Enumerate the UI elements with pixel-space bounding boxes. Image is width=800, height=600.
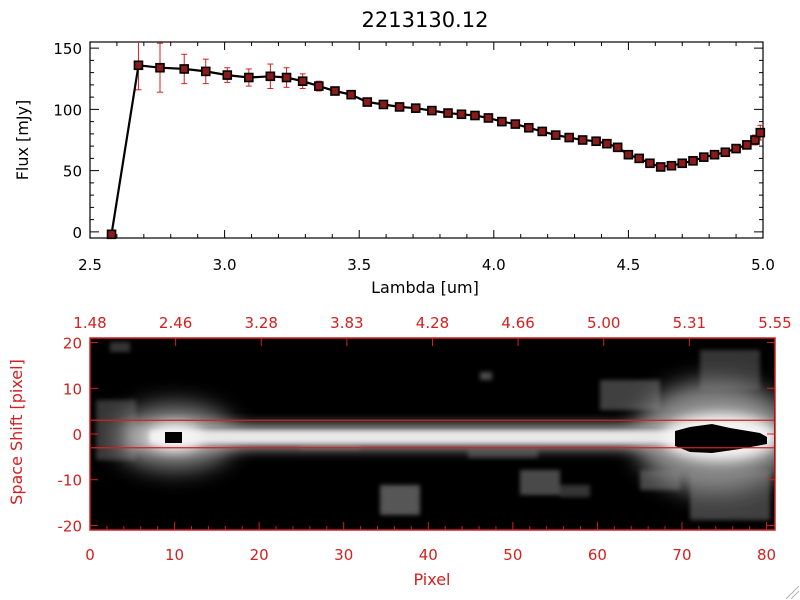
data-point — [655, 162, 666, 172]
data-point — [244, 72, 254, 83]
image-x-tick-label: 20 — [250, 546, 269, 564]
spectrum-plot: 2213130.12 2.5 3.0 3.5 4.0 4.5 5.0 0 50 100 150 L… — [13, 8, 775, 297]
spectrum-line — [110, 64, 762, 235]
right-saturated-block — [675, 424, 767, 453]
data-point — [523, 122, 534, 133]
data-point — [470, 110, 480, 121]
data-point — [577, 135, 588, 145]
data-point — [731, 143, 741, 154]
data-point — [394, 102, 405, 112]
data-point — [281, 72, 292, 83]
image-x-tick-label: 40 — [419, 546, 438, 564]
data-point — [427, 105, 437, 116]
image-top-tick-label: 3.83 — [330, 314, 363, 332]
data-point — [297, 76, 308, 86]
spectrum-x-tick-label: 3.0 — [213, 256, 237, 274]
image-x-tick-label: 60 — [588, 546, 607, 564]
image-y-tick-label: 10 — [63, 380, 82, 398]
spectrum-y-tick-label: 150 — [53, 40, 82, 58]
image-x-label: Pixel — [413, 570, 450, 589]
data-point — [314, 81, 324, 91]
image-x-tick-label: 50 — [503, 546, 522, 564]
data-point — [750, 135, 760, 145]
image-top-tick-label: 4.66 — [501, 314, 534, 332]
image-top-tick-label: 2.46 — [159, 314, 192, 332]
data-point — [362, 97, 373, 107]
image-x-tick-label: 30 — [334, 546, 353, 564]
image-top-tick-label: 5.00 — [587, 314, 620, 332]
image-y-tick-label: 20 — [63, 335, 82, 353]
data-point — [720, 147, 731, 158]
data-point — [497, 116, 507, 127]
image-top-tick-label: 5.55 — [758, 314, 791, 332]
spectrum-points — [106, 60, 766, 240]
data-point — [179, 64, 190, 74]
spectral-image — [96, 342, 774, 520]
data-point — [537, 126, 548, 137]
image-x-tick-label: 10 — [165, 546, 184, 564]
spectral-image-panel: 0 10 20 30 40 50 60 70 80 -20 -10 0 10 20 1.48 2.46 3.28… — [7, 314, 792, 589]
data-point — [564, 132, 574, 143]
data-point — [483, 113, 494, 123]
data-point — [550, 130, 561, 140]
data-point — [645, 158, 655, 169]
spectrum-y-tick-label: 50 — [63, 163, 82, 181]
data-point — [443, 108, 453, 118]
data-point — [510, 119, 521, 129]
spectrum-x-tick-label: 2.5 — [78, 256, 102, 274]
data-point — [410, 103, 421, 113]
data-point — [755, 127, 766, 138]
left-saturated-block — [165, 432, 182, 443]
image-top-tick-label: 5.31 — [673, 314, 706, 332]
data-point — [677, 158, 688, 169]
image-x-tick-label: 80 — [757, 546, 776, 564]
image-y-label: Space Shift [pixel] — [7, 359, 26, 505]
spectrum-x-tick-label: 4.0 — [482, 256, 506, 274]
image-y-tick-label: -10 — [58, 472, 83, 490]
data-point — [222, 70, 233, 80]
image-x-tick-label: 70 — [672, 546, 691, 564]
data-point — [591, 136, 601, 147]
spectrum-y-tick-label: 100 — [53, 101, 82, 119]
data-point — [133, 60, 144, 71]
data-point — [612, 142, 623, 153]
spectrum-x-tick-label: 5.0 — [751, 256, 775, 274]
data-point — [265, 71, 276, 82]
data-point — [330, 86, 340, 96]
spectrum-x-label: Lambda [um] — [371, 278, 479, 297]
data-point — [666, 160, 677, 171]
data-point — [200, 66, 211, 77]
plot-title: 2213130.12 — [362, 8, 489, 32]
data-point — [456, 109, 467, 120]
image-top-tick-label: 1.48 — [73, 314, 106, 332]
data-point — [106, 229, 117, 240]
data-point — [634, 153, 644, 164]
spectrum-y-label: Flux [mJy] — [13, 100, 32, 181]
data-point — [742, 140, 752, 150]
data-point — [698, 152, 709, 162]
image-x-tick-label: 0 — [85, 546, 95, 564]
resize-grip-icon[interactable] — [785, 585, 800, 600]
spectrum-y-tick-label: 0 — [72, 224, 82, 242]
data-point — [709, 149, 720, 160]
spectrum-x-tick-label: 4.5 — [616, 256, 640, 274]
data-point — [378, 99, 389, 110]
image-y-tick-label: -20 — [58, 517, 83, 535]
data-point — [688, 156, 698, 166]
data-point — [346, 89, 356, 100]
image-top-tick-label: 4.28 — [416, 314, 449, 332]
data-point — [602, 138, 612, 149]
trace-core — [150, 431, 730, 443]
image-top-tick-label: 3.28 — [245, 314, 278, 332]
image-y-tick-label: 0 — [72, 426, 82, 444]
data-point — [155, 62, 165, 73]
spectrum-x-tick-label: 3.5 — [347, 256, 371, 274]
spectrum-plot-frame — [89, 41, 764, 239]
image-axes: 0 10 20 30 40 50 60 70 80 -20 -10 0 10 20 1.48 2.46 3.28… — [58, 314, 792, 564]
data-point — [623, 149, 634, 160]
spectrum-error-bars — [135, 42, 764, 169]
spectrum-axes: 2.5 3.0 3.5 4.0 4.5 5.0 0 50 100 150 — [53, 40, 775, 274]
